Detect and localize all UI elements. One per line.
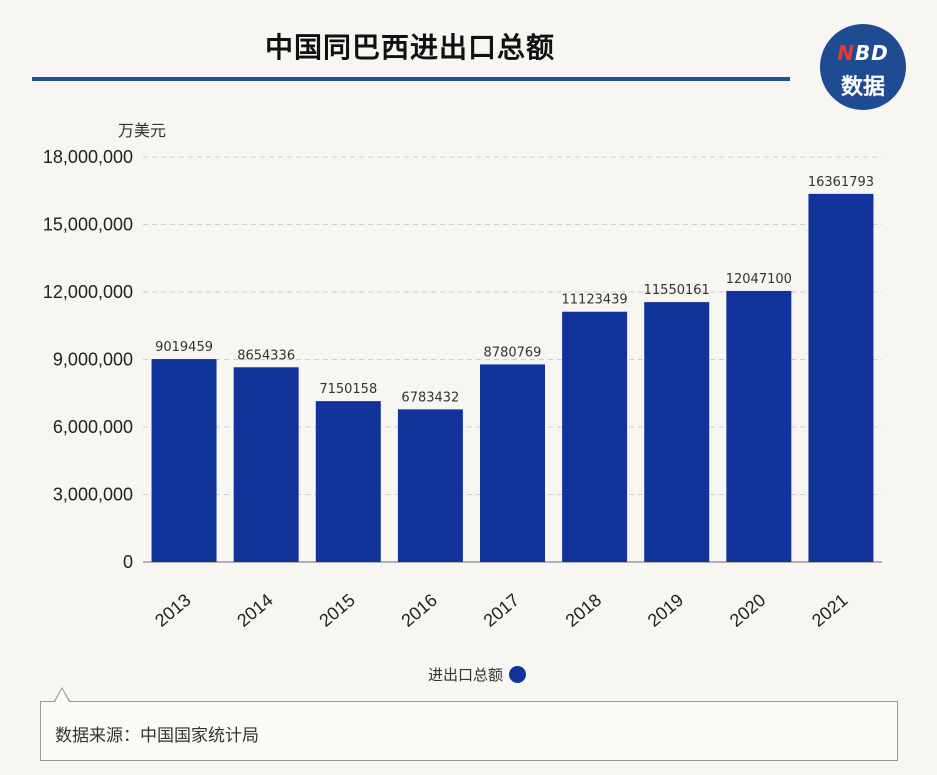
y-tick-label: 12,000,000	[43, 282, 133, 302]
x-tick-label: 2016	[397, 590, 441, 631]
logo-top-text: NBD	[820, 41, 906, 65]
y-tick-label: 15,000,000	[43, 215, 133, 235]
bar-chart: 9019459 8654336 7150158 6783432 8780769 11123…	[43, 147, 882, 631]
data-labels: 9019459 8654336 7150158 6783432 8780769 11123…	[155, 175, 874, 406]
source-box: 数据来源：中国国家统计局	[40, 701, 898, 761]
bar	[562, 311, 628, 562]
data-label: 11550161	[644, 283, 710, 298]
bar	[644, 302, 710, 562]
bar	[233, 367, 299, 562]
bar	[315, 401, 381, 562]
y-tick-label: 0	[123, 552, 133, 572]
data-label: 8654336	[237, 348, 295, 363]
y-tick-label: 18,000,000	[43, 147, 133, 167]
bar	[397, 409, 463, 562]
bars	[151, 193, 874, 562]
y-tick-label: 9,000,000	[53, 350, 133, 370]
title-underline	[32, 77, 790, 81]
x-tick-label: 2013	[151, 590, 195, 631]
legend[interactable]: 进出口总额	[428, 664, 527, 685]
data-label: 11123439	[562, 293, 628, 308]
bar	[808, 193, 874, 562]
x-axis: 2013 2014 2015 2016 2017 2018 2019 2020 2021	[151, 590, 851, 631]
bar	[726, 290, 792, 562]
x-tick-label: 2019	[644, 590, 688, 631]
data-label: 9019459	[155, 340, 213, 355]
y-axis-unit-label: 万美元	[118, 121, 167, 140]
x-tick-label: 2020	[726, 590, 770, 631]
chart-title: 中国同巴西进出口总额	[264, 31, 555, 64]
x-tick-label: 2021	[808, 590, 852, 631]
legend-label: 进出口总额	[428, 666, 504, 684]
y-axis: 0 3,000,000 6,000,000 9,000,000 12,000,000 15…	[43, 147, 133, 572]
data-label: 7150158	[319, 382, 377, 397]
legend-marker	[509, 666, 527, 683]
bar	[151, 359, 217, 562]
nbd-logo: NBD 数据	[820, 24, 906, 110]
x-tick-label: 2014	[233, 590, 277, 631]
x-tick-label: 2018	[562, 590, 606, 631]
x-tick-label: 2015	[315, 590, 359, 631]
data-label: 16361793	[808, 175, 874, 190]
data-label: 12047100	[726, 272, 792, 287]
source-text: 数据来源：中国国家统计局	[55, 726, 259, 746]
bar	[480, 364, 545, 562]
y-tick-label: 6,000,000	[53, 417, 133, 437]
logo-bottom-text: 数据	[840, 75, 885, 100]
data-label: 6783432	[401, 390, 459, 405]
source-pointer-fill	[55, 689, 69, 702]
x-tick-label: 2017	[480, 590, 524, 631]
data-label: 8780769	[484, 345, 542, 360]
logo-n: N	[837, 41, 855, 65]
logo-bd: BD	[854, 41, 889, 65]
y-tick-label: 3,000,000	[53, 485, 133, 505]
